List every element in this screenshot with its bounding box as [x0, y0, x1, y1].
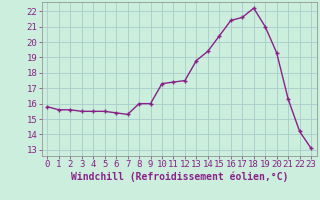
X-axis label: Windchill (Refroidissement éolien,°C): Windchill (Refroidissement éolien,°C): [70, 172, 288, 182]
